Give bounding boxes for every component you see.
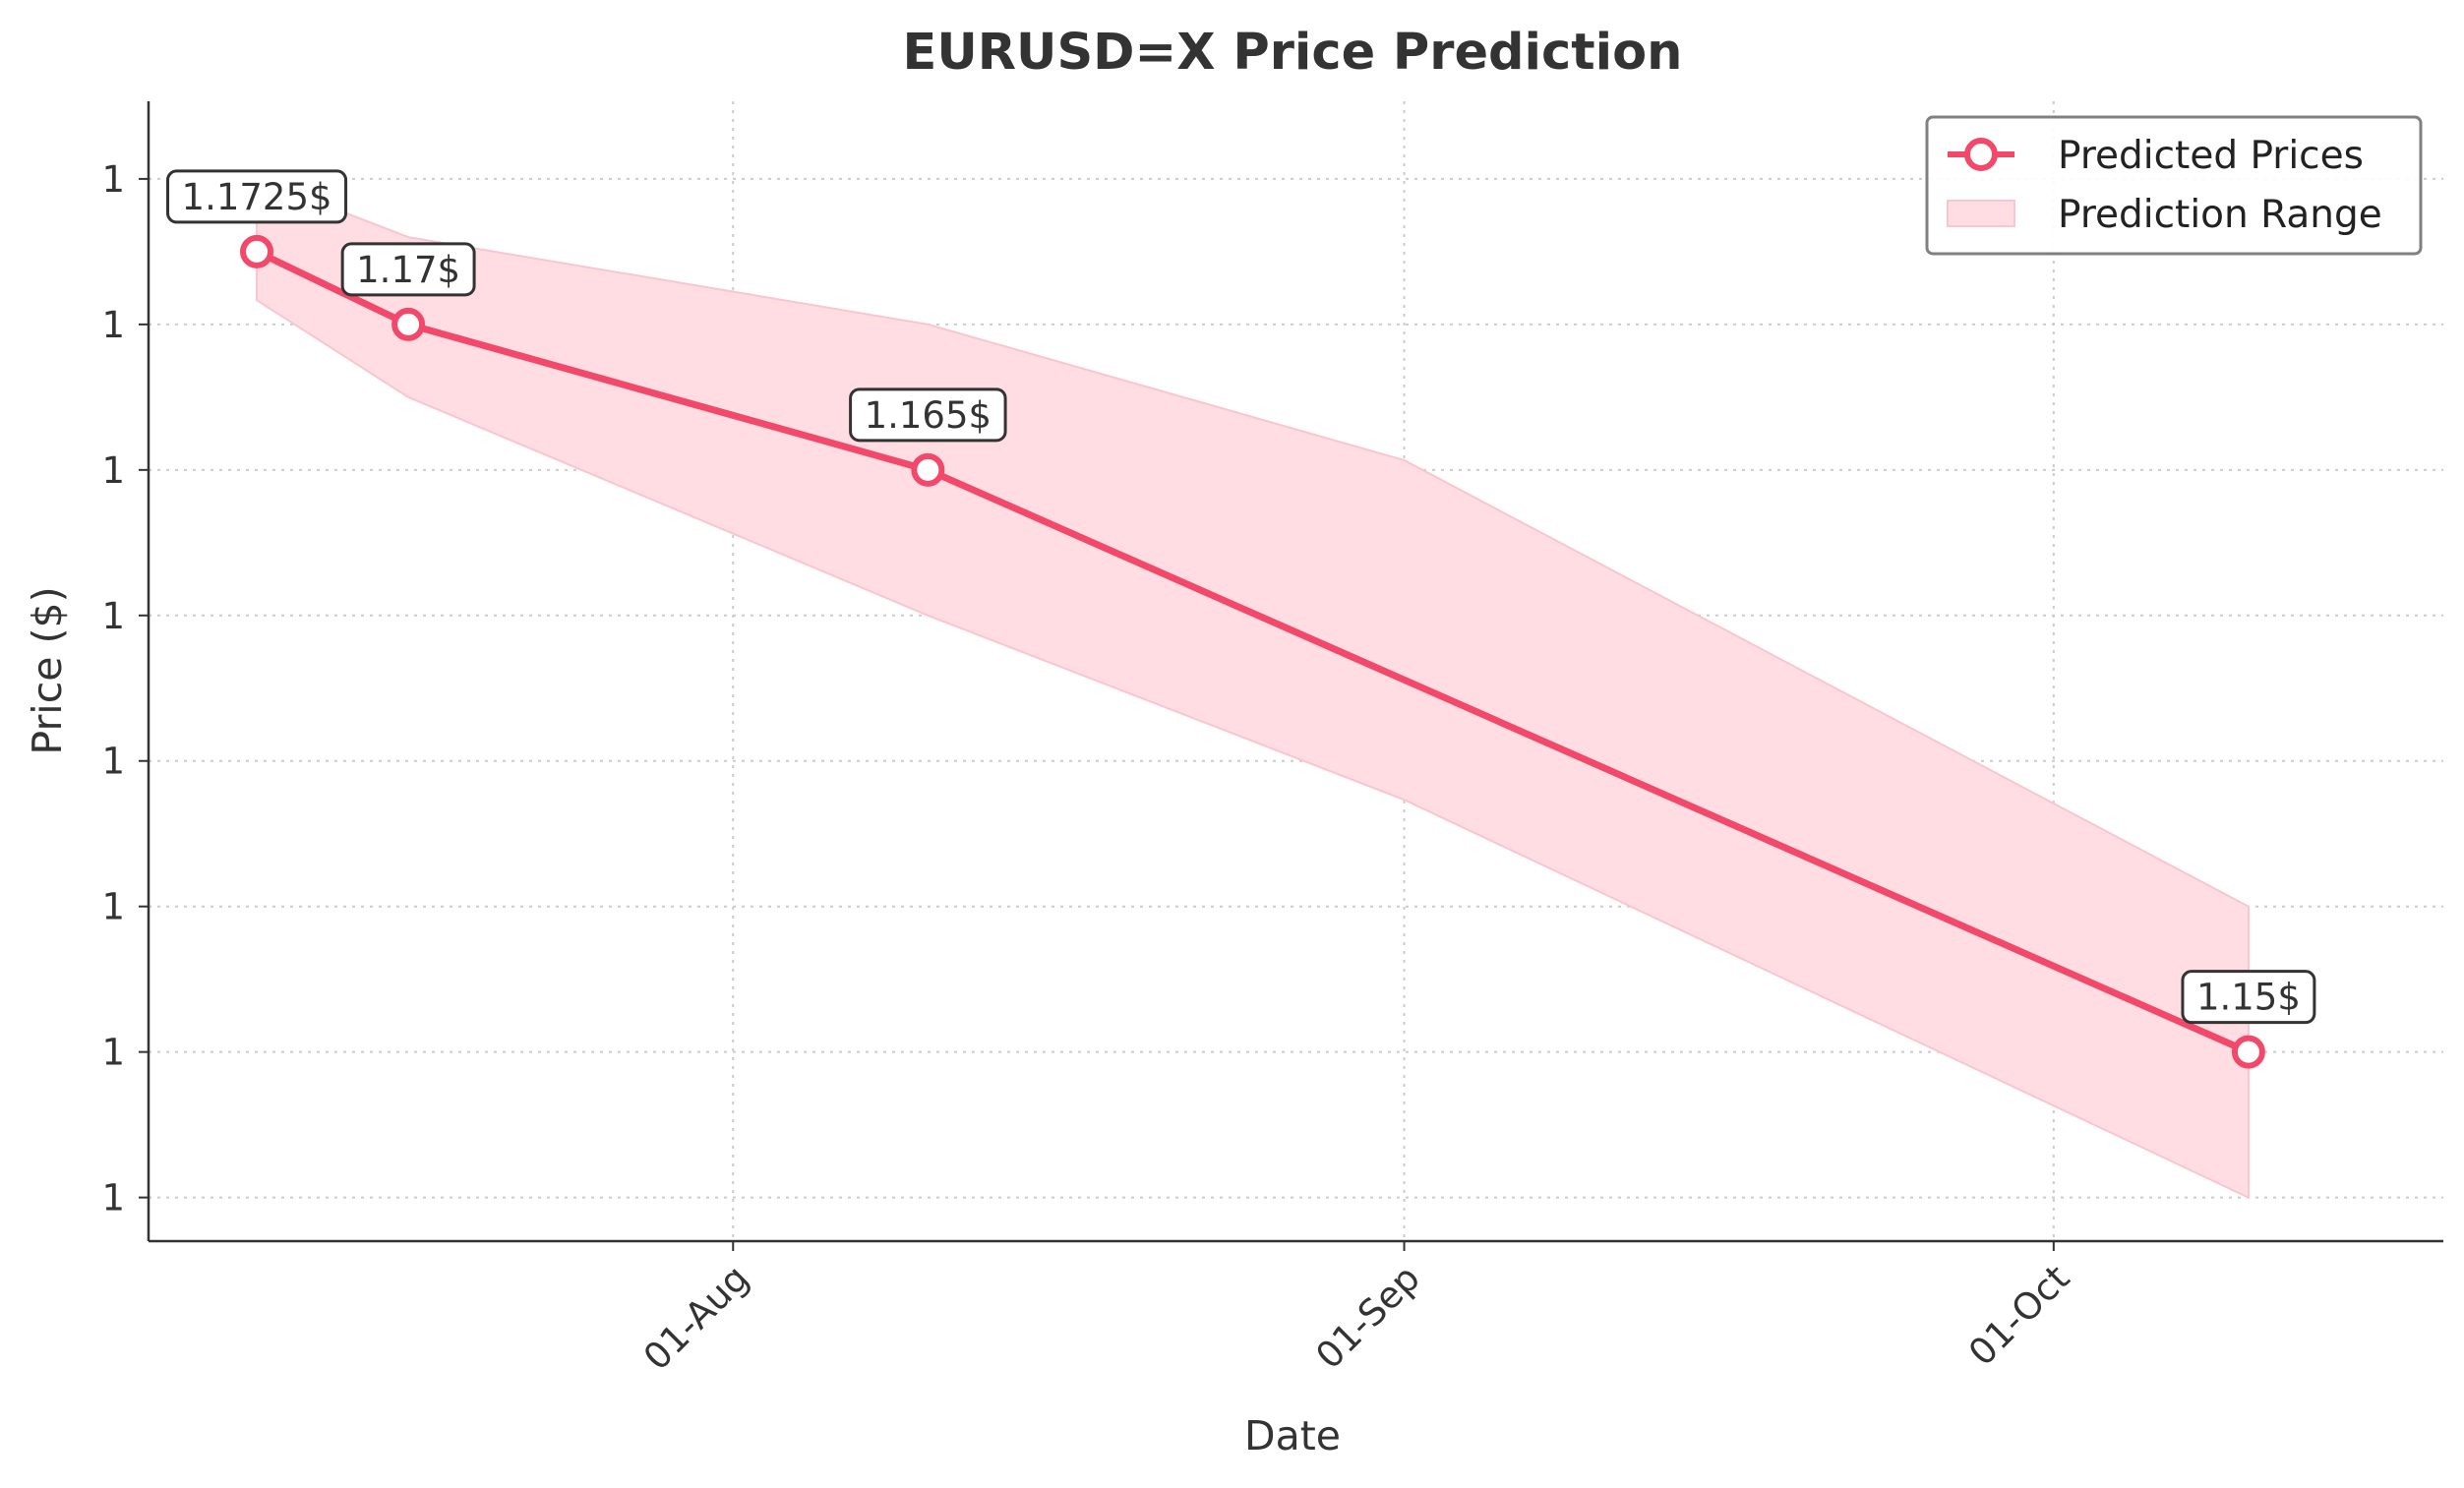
y-tick-label: 1 bbox=[101, 1032, 125, 1074]
predicted-price-line bbox=[255, 248, 2251, 1055]
data-point-marker bbox=[391, 307, 426, 341]
prediction-range-band bbox=[256, 177, 2250, 1200]
x-tick-label: 01-Oct bbox=[1960, 1257, 2077, 1374]
legend-label-range: Prediction Range bbox=[2058, 193, 2382, 237]
y-tick-label: 1 bbox=[101, 158, 125, 201]
chart-title: EURUSD=X Price Prediction bbox=[903, 24, 1683, 82]
y-tick-label: 1 bbox=[101, 304, 125, 346]
annotation-box bbox=[166, 169, 348, 224]
x-tick-label: 01-Sep bbox=[1307, 1257, 1427, 1377]
annotation-label: 1.17$ bbox=[340, 242, 476, 297]
y-tick-label: 1 bbox=[101, 449, 125, 492]
legend-label-predicted: Predicted Prices bbox=[2058, 134, 2364, 178]
data-point-marker bbox=[911, 452, 945, 487]
y-axis-label: Price ($) bbox=[24, 586, 71, 754]
y-tick-label: 1 bbox=[101, 886, 125, 928]
annotation-box bbox=[849, 387, 1007, 443]
annotation-text: 1.165$ bbox=[865, 394, 992, 437]
annotation-text: 1.17$ bbox=[356, 249, 460, 291]
x-axis-label: Date bbox=[1244, 1412, 1341, 1459]
data-point-marker bbox=[240, 234, 274, 268]
y-tick-label: 1 bbox=[101, 1177, 125, 1220]
annotation-text: 1.15$ bbox=[2196, 977, 2301, 1019]
y-tick-label: 1 bbox=[101, 595, 125, 637]
legend-frame bbox=[1925, 115, 2423, 256]
x-tick-label: 01-Aug bbox=[635, 1257, 757, 1379]
legend-marker-swatch bbox=[1964, 138, 1998, 171]
annotation-label: 1.1725$ bbox=[166, 169, 348, 224]
annotation-text: 1.1725$ bbox=[182, 176, 332, 218]
annotation-label: 1.15$ bbox=[2181, 970, 2316, 1025]
data-point-marker bbox=[2231, 1035, 2265, 1069]
series-group bbox=[240, 234, 2265, 1069]
annotation-box bbox=[2181, 970, 2316, 1025]
y-tick-label: 1 bbox=[101, 741, 125, 783]
prediction-range-band-group bbox=[256, 177, 2250, 1200]
annotation-box bbox=[340, 242, 476, 297]
legend: Predicted Prices Prediction Range bbox=[1925, 115, 2423, 256]
annotation-label: 1.165$ bbox=[849, 387, 1007, 443]
legend-range-swatch bbox=[1947, 200, 2015, 227]
annotations-group: 1.1725$ 1.17$ 1.165$ 1.15$ bbox=[166, 169, 2316, 1025]
